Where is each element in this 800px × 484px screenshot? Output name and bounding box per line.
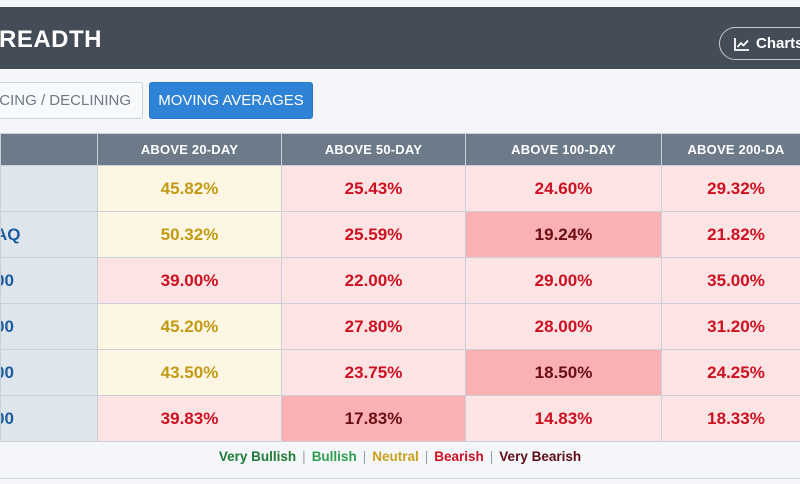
row-label-text: AQ <box>2 224 21 244</box>
row-label-text: 00 <box>2 316 14 336</box>
legend-item: Neutral <box>372 449 419 464</box>
breadth-table: ABOVE 20-DAY ABOVE 50-DAY ABOVE 100-DAY … <box>0 133 800 442</box>
value-cell: 43.50% <box>97 349 282 396</box>
value-cell: 39.00% <box>97 257 282 304</box>
legend-separator: | <box>302 449 306 464</box>
value-cell: 45.20% <box>97 303 282 350</box>
tab-label: MOVING AVERAGES <box>158 92 304 109</box>
value-cell: 28.00% <box>465 303 662 350</box>
tab-advancing-declining[interactable]: ICING / DECLINING <box>0 82 143 119</box>
value-cell: 18.33% <box>661 395 800 442</box>
tab-label: ICING / DECLINING <box>0 92 131 109</box>
column-header[interactable]: ABOVE 50-DAY <box>281 133 466 166</box>
row-label[interactable]: 00 <box>0 349 98 396</box>
charts-button[interactable]: Charts <box>719 27 800 60</box>
value-cell: 45.82% <box>97 165 282 212</box>
legend-separator: | <box>362 449 367 464</box>
line-chart-icon <box>734 37 749 51</box>
value-cell: 35.00% <box>661 257 800 304</box>
row-label[interactable] <box>0 165 98 212</box>
value-cell: 31.20% <box>661 303 800 350</box>
value-cell: 23.75% <box>281 349 466 396</box>
value-cell: 21.82% <box>661 211 800 258</box>
value-cell: 25.43% <box>281 165 466 212</box>
legend-item: Bullish <box>311 449 357 464</box>
row-label[interactable]: 00 <box>0 303 98 350</box>
value-cell: 19.24% <box>465 211 662 258</box>
divider <box>0 478 800 479</box>
value-cell: 29.00% <box>465 257 662 304</box>
value-cell: 25.59% <box>281 211 466 258</box>
column-header[interactable]: ABOVE 20-DAY <box>97 133 282 166</box>
row-label[interactable]: AQ <box>0 211 98 258</box>
table-header-row: ABOVE 20-DAY ABOVE 50-DAY ABOVE 100-DAY … <box>0 133 800 166</box>
row-label-text: 00 <box>2 362 14 382</box>
legend: Very Bullish | Bullish | Neutral | Bearish | Ver… <box>0 449 800 464</box>
value-cell: 14.83% <box>465 395 662 442</box>
table-row: 00 39.00%22.00%29.00%35.00% <box>0 257 800 304</box>
row-label-text: 00 <box>2 270 14 290</box>
row-label[interactable]: 00 <box>0 257 98 304</box>
charts-button-label: Charts <box>756 35 800 52</box>
table-row: 45.82% 25.43% 24.60% 29.32% <box>0 165 800 212</box>
value-cell: 24.60% <box>465 165 662 212</box>
table-row: 00 43.50%23.75%18.50%24.25% <box>0 349 800 396</box>
table-row: 00 39.83%17.83%14.83%18.33% <box>0 395 800 442</box>
legend-separator: | <box>489 449 494 464</box>
legend-item: Very Bullish <box>218 449 297 464</box>
column-header[interactable]: ABOVE 100-DAY <box>465 133 662 166</box>
value-cell: 50.32% <box>97 211 282 258</box>
row-label[interactable]: 00 <box>0 395 98 442</box>
row-label-text: 00 <box>2 408 14 428</box>
legend-item: Very Bearish <box>499 449 582 464</box>
legend-separator: | <box>424 449 429 464</box>
legend-item: Bearish <box>434 449 484 464</box>
value-cell: 39.83% <box>97 395 282 442</box>
tab-moving-averages[interactable]: MOVING AVERAGES <box>149 82 313 119</box>
value-cell: 29.32% <box>661 165 800 212</box>
table-row: AQ 50.32%25.59%19.24%21.82% <box>0 211 800 258</box>
page-title: READTH <box>0 26 102 53</box>
value-cell: 22.00% <box>281 257 466 304</box>
value-cell: 18.50% <box>465 349 662 396</box>
value-cell: 27.80% <box>281 303 466 350</box>
value-cell: 24.25% <box>661 349 800 396</box>
column-header[interactable]: ABOVE 200-DA <box>661 133 800 166</box>
table-row: 00 45.20%27.80%28.00%31.20% <box>0 303 800 350</box>
header-corner <box>0 133 98 166</box>
page-header: READTH Charts <box>0 7 800 69</box>
value-cell: 17.83% <box>281 395 466 442</box>
